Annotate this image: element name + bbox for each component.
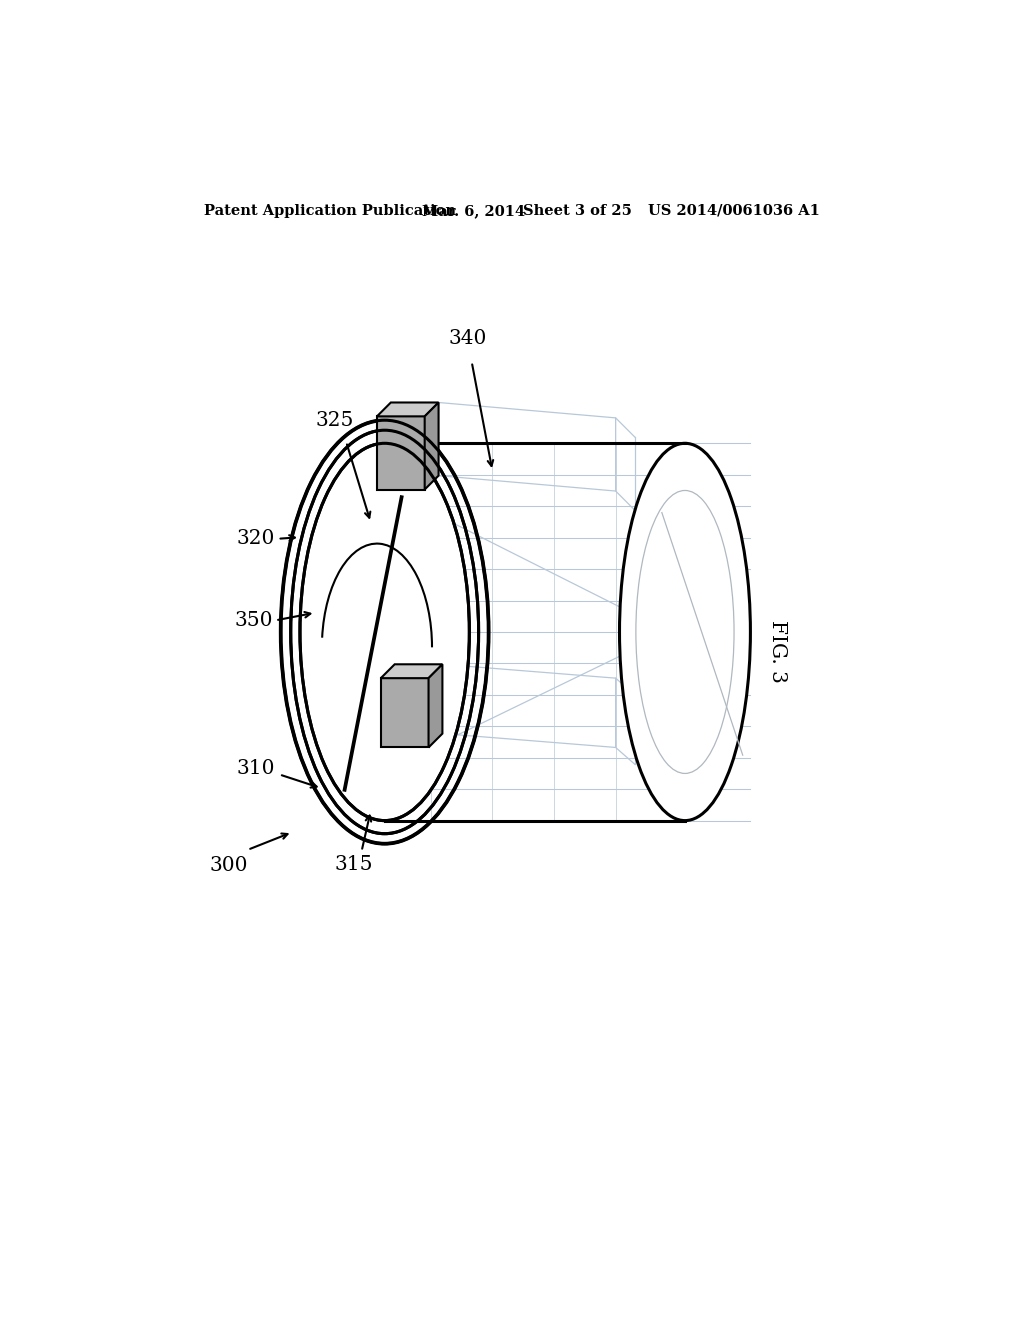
Text: 340: 340 xyxy=(449,329,487,348)
Polygon shape xyxy=(381,664,442,678)
Ellipse shape xyxy=(300,444,469,821)
Text: 325: 325 xyxy=(315,411,354,430)
Text: Mar. 6, 2014: Mar. 6, 2014 xyxy=(422,203,524,218)
Polygon shape xyxy=(381,678,429,747)
Text: 300: 300 xyxy=(209,855,248,875)
Text: FIG. 3: FIG. 3 xyxy=(768,620,787,682)
Polygon shape xyxy=(377,403,438,416)
Text: 310: 310 xyxy=(237,759,275,777)
Ellipse shape xyxy=(620,444,751,821)
Text: US 2014/0061036 A1: US 2014/0061036 A1 xyxy=(648,203,820,218)
Polygon shape xyxy=(425,403,438,490)
Polygon shape xyxy=(377,416,425,490)
Text: 315: 315 xyxy=(335,855,373,874)
Text: Sheet 3 of 25: Sheet 3 of 25 xyxy=(523,203,632,218)
Text: 320: 320 xyxy=(237,529,275,548)
Text: 350: 350 xyxy=(234,611,273,630)
Polygon shape xyxy=(429,664,442,747)
Text: Patent Application Publication: Patent Application Publication xyxy=(204,203,456,218)
